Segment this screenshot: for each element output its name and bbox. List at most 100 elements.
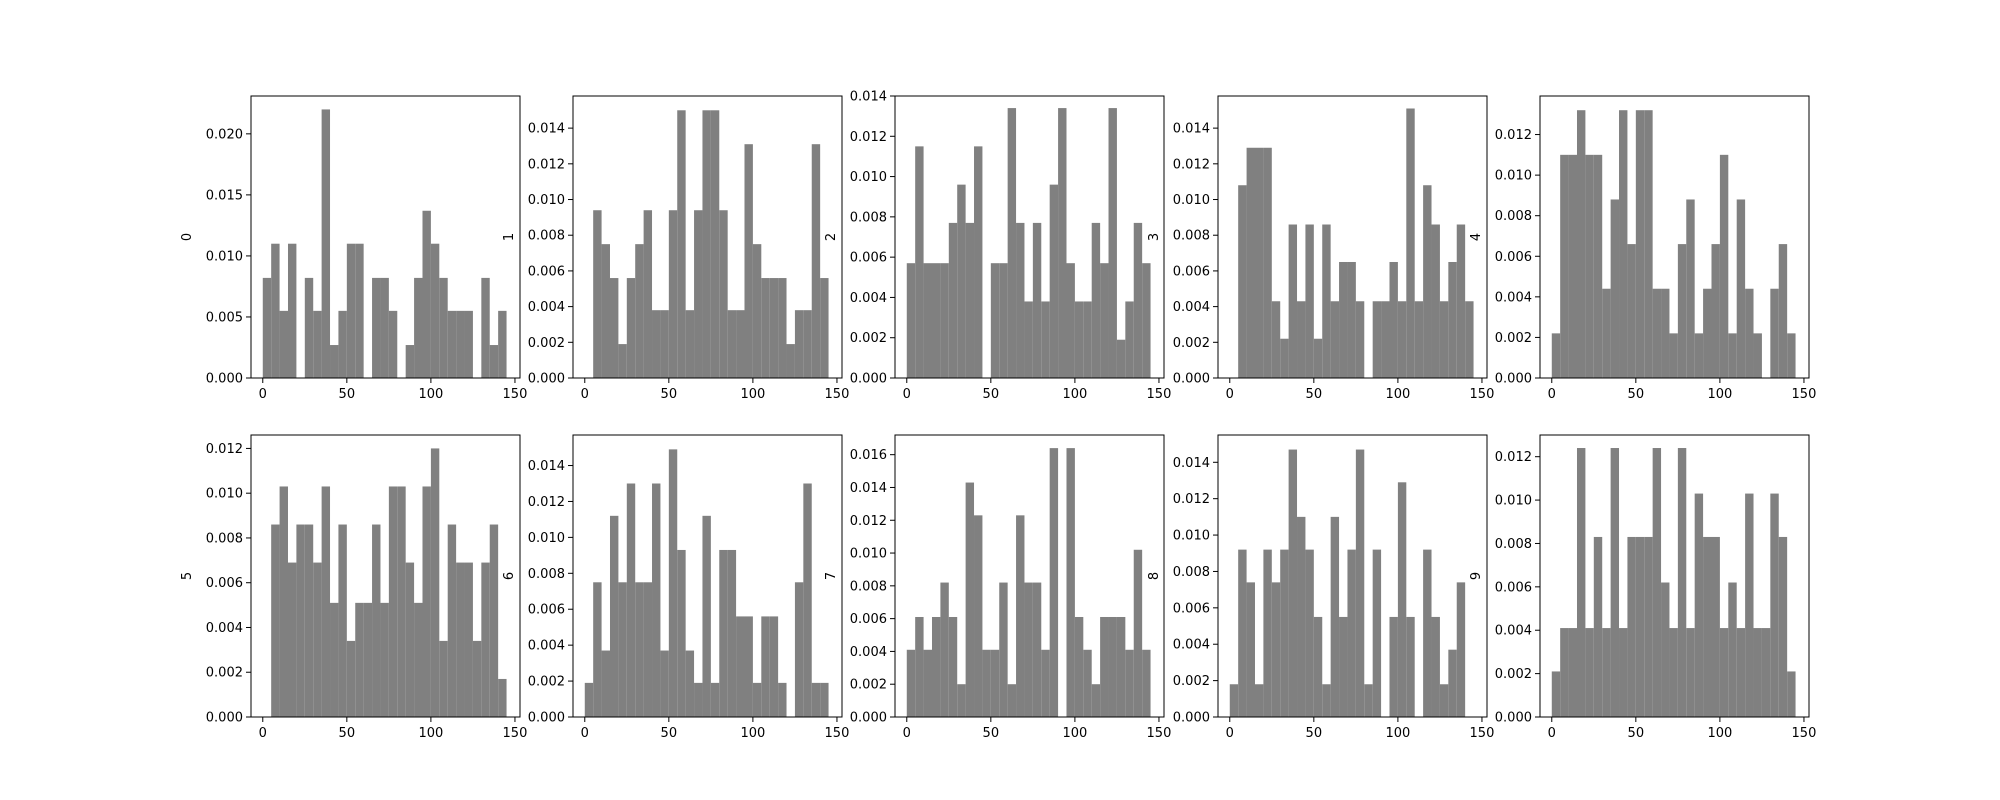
bar <box>321 109 331 378</box>
y-tick-label: 0.000 <box>1173 372 1210 387</box>
bar <box>271 243 280 378</box>
axes-frame <box>1217 95 1488 379</box>
bar <box>593 210 602 378</box>
x-tick-label: 50 <box>983 387 1000 402</box>
bar <box>1389 616 1398 717</box>
bar <box>1652 288 1662 378</box>
axes-frame <box>250 434 521 718</box>
y-tick-label: 0.008 <box>528 567 565 582</box>
bar <box>761 278 770 378</box>
bar <box>1635 110 1645 378</box>
bar <box>1593 154 1603 378</box>
x-tick-label: 150 <box>1470 726 1495 741</box>
bar <box>1593 536 1603 717</box>
y-tick-label: 0.012 <box>1495 450 1532 465</box>
bar <box>321 486 331 717</box>
bar <box>1551 333 1561 378</box>
bar <box>1041 301 1050 378</box>
y-tick-label: 0.000 <box>850 711 887 726</box>
bar <box>1100 616 1109 717</box>
y-tick-label: 0.002 <box>850 331 887 346</box>
x-tick-label: 50 <box>1628 387 1645 402</box>
bar <box>906 263 916 378</box>
bar <box>1627 536 1636 717</box>
bar <box>660 310 669 378</box>
x-tick-label: 150 <box>825 387 850 402</box>
bar <box>915 616 924 717</box>
y-tick-label: 0.006 <box>1495 580 1532 595</box>
bar <box>643 582 653 717</box>
bar <box>769 616 779 717</box>
bar <box>974 515 983 717</box>
bar <box>1753 628 1762 717</box>
bar <box>931 263 941 378</box>
bar <box>262 277 272 378</box>
x-tick-label: 0 <box>903 726 911 741</box>
bar <box>1305 549 1314 717</box>
subplot: 0 50 100 1500.0000.0020.0040.0060.0080.0100… <box>1469 434 1816 741</box>
y-tick-label: 0.000 <box>206 711 243 726</box>
y-tick-label: 0.000 <box>1173 711 1210 726</box>
bar <box>1753 333 1762 378</box>
y-axis-label: 3 <box>1147 233 1162 241</box>
bar <box>1125 301 1134 378</box>
subplot: 0 50 100 1500.0000.0020.0040.0060.0080.0100… <box>1147 434 1495 741</box>
bar <box>923 263 932 378</box>
x-tick-label: 150 <box>1147 726 1172 741</box>
y-tick-label: 0.012 <box>850 130 887 145</box>
bar <box>1305 224 1314 378</box>
x-tick-label: 0 <box>259 387 267 402</box>
bar <box>363 602 373 717</box>
y-tick-label: 0.002 <box>1495 331 1532 346</box>
bar <box>769 278 779 378</box>
y-tick-label: 0.008 <box>1495 209 1532 224</box>
bar <box>304 524 314 717</box>
bar <box>1694 333 1704 378</box>
y-tick-label: 0.012 <box>206 442 243 457</box>
bar <box>1355 301 1365 378</box>
bar <box>1322 684 1331 717</box>
bar <box>1610 448 1620 717</box>
x-tick-label: 150 <box>503 726 528 741</box>
bar <box>1677 448 1687 717</box>
y-tick-label: 0.000 <box>850 372 887 387</box>
subplot: 0 50 100 1500.0000.0020.0040.0060.0080.0100… <box>824 90 1171 403</box>
y-tick-label: 0.014 <box>1173 456 1210 471</box>
bar <box>1652 448 1662 717</box>
bar <box>1364 684 1373 717</box>
y-tick-label: 0.014 <box>528 459 565 474</box>
axes-frame <box>250 95 521 379</box>
bar <box>965 222 975 378</box>
bar <box>1007 108 1017 378</box>
bar <box>296 524 305 717</box>
bar <box>811 144 821 378</box>
y-tick-label: 0.008 <box>206 531 243 546</box>
bar <box>719 210 728 378</box>
bar <box>727 549 737 717</box>
bar <box>1619 110 1628 378</box>
y-tick-label: 0.012 <box>1173 492 1210 507</box>
bar <box>1686 199 1695 378</box>
bar <box>1576 110 1586 378</box>
subplot: 0 50 100 1500.0000.0020.0040.0060.0080.0100… <box>1469 95 1816 402</box>
x-tick-label: 50 <box>339 726 356 741</box>
y-tick-label: 0.012 <box>1173 157 1210 172</box>
bar <box>1719 154 1729 378</box>
axes-frame <box>894 95 1165 379</box>
bar <box>1297 516 1306 717</box>
bar <box>1330 301 1340 378</box>
bar <box>1024 582 1033 717</box>
y-tick-label: 0.010 <box>206 487 243 502</box>
bar <box>1297 301 1306 378</box>
y-axis-label: 4 <box>1469 233 1484 241</box>
bar <box>1456 582 1466 717</box>
bar <box>931 616 941 717</box>
bar <box>1083 301 1092 378</box>
y-tick-label: 0.002 <box>206 666 243 681</box>
x-tick-label: 100 <box>1385 387 1410 402</box>
bar <box>677 549 686 717</box>
y-axis-label: 8 <box>1147 572 1162 580</box>
bar <box>794 310 804 378</box>
bar <box>999 582 1008 717</box>
bar <box>643 210 653 378</box>
